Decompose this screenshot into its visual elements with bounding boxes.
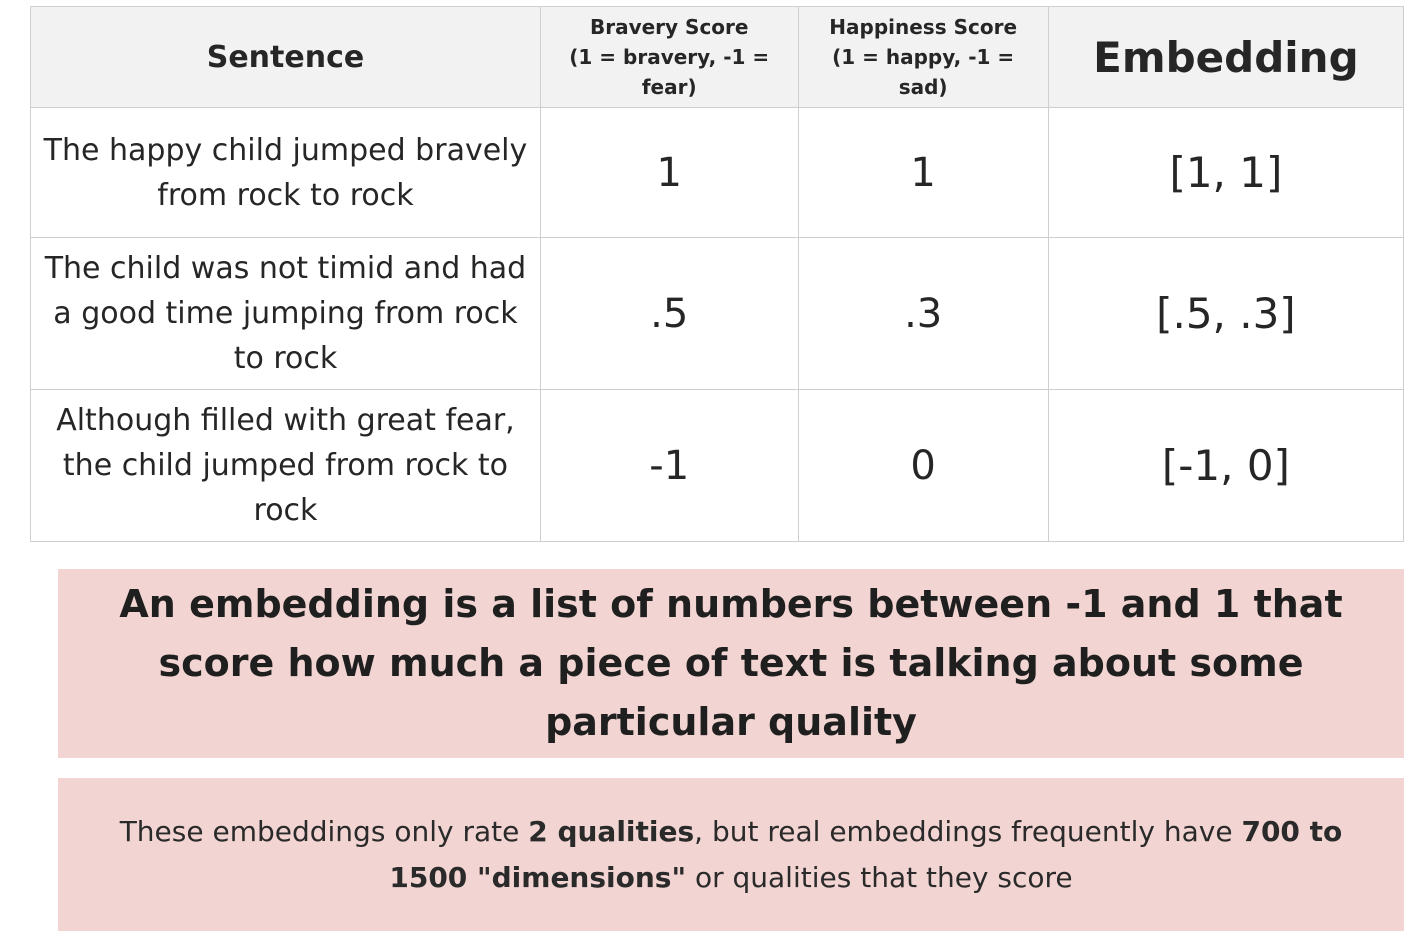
bravery-score-cell: -1 [539, 389, 799, 542]
note-part-2: , but real embeddings frequently have [694, 814, 1242, 848]
header-sentence: Sentence [30, 6, 541, 108]
embedding-cell: [-1, 0] [1047, 389, 1405, 542]
embedding-table: Sentence Bravery Score (1 = bravery, -1 … [30, 6, 1405, 542]
header-happiness-title: Happiness Score [829, 15, 1018, 39]
sentence-cell: Although filled with great fear, the chi… [30, 389, 541, 542]
note-part-3: or qualities that they score [686, 860, 1073, 894]
note-bold-dimensions: 700 to 1500 "dimensions" [389, 814, 1343, 894]
header-bravery-subtitle: (1 = bravery, -1 = fear) [569, 45, 770, 99]
header-bravery-score: Bravery Score (1 = bravery, -1 = fear) [539, 6, 799, 108]
bravery-score-cell: 1 [539, 107, 799, 238]
note-bold-qualities: 2 qualities [528, 814, 695, 848]
dimensions-note-callout: These embeddings only rate 2 qualities, … [58, 778, 1404, 931]
bravery-score-cell: .5 [539, 237, 799, 390]
sentence-cell: The happy child jumped bravely from rock… [30, 107, 541, 238]
happiness-score-cell: 0 [797, 389, 1049, 542]
header-happiness-score: Happiness Score (1 = happy, -1 = sad) [797, 6, 1049, 108]
note-part-1: These embeddings only rate [119, 814, 529, 848]
table-row: Although filled with great fear, the chi… [30, 389, 1405, 542]
header-happiness-subtitle: (1 = happy, -1 = sad) [832, 45, 1015, 99]
happiness-score-cell: .3 [797, 237, 1049, 390]
happiness-score-cell: 1 [797, 107, 1049, 238]
definition-callout: An embedding is a list of numbers betwee… [58, 569, 1404, 758]
dimensions-note-text: These embeddings only rate 2 qualities, … [81, 809, 1381, 901]
table-row: The child was not timid and had a good t… [30, 237, 1405, 390]
header-embedding: Embedding [1047, 6, 1405, 108]
sentence-cell: The child was not timid and had a good t… [30, 237, 541, 390]
header-bravery-title: Bravery Score [589, 15, 749, 39]
embedding-cell: [1, 1] [1047, 107, 1405, 238]
definition-text: An embedding is a list of numbers betwee… [119, 582, 1343, 744]
table-row: The happy child jumped bravely from rock… [30, 107, 1405, 238]
embedding-cell: [.5, .3] [1047, 237, 1405, 390]
table-header-row: Sentence Bravery Score (1 = bravery, -1 … [30, 6, 1405, 108]
